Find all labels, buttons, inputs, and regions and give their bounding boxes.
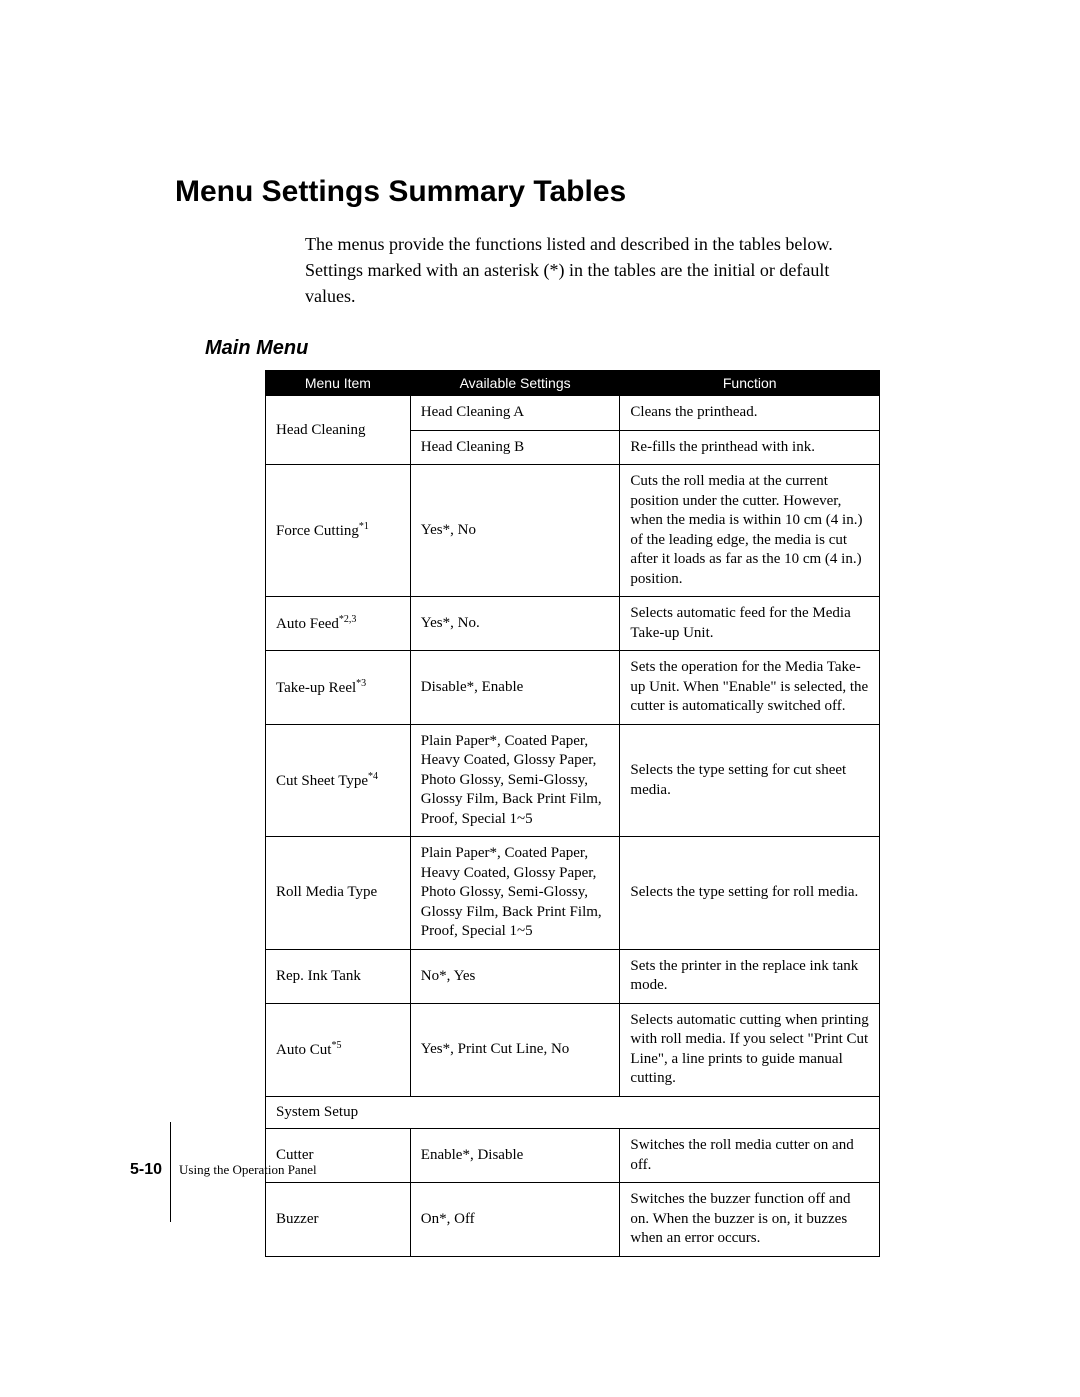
subheading-main-menu: Main Menu [205, 337, 880, 360]
superscript: *4 [368, 771, 378, 782]
cell-settings: Yes*, Print Cut Line, No [410, 1003, 620, 1096]
main-menu-table: Menu Item Available Settings Function He… [265, 370, 880, 1257]
cell-function: Selects automatic cutting when printing … [620, 1003, 880, 1096]
column-header-menu-item: Menu Item [266, 371, 411, 396]
table-row: Roll Media Type Plain Paper*, Coated Pap… [266, 837, 880, 950]
table-header-row: Menu Item Available Settings Function [266, 371, 880, 396]
table-row: Force Cutting*1 Yes*, No Cuts the roll m… [266, 465, 880, 597]
page-number: 5-10 [130, 1161, 170, 1179]
column-header-available-settings: Available Settings [410, 371, 620, 396]
cell-system-setup: System Setup [266, 1096, 880, 1129]
intro-paragraph: The menus provide the functions listed a… [305, 231, 880, 309]
table-row: Cut Sheet Type*4 Plain Paper*, Coated Pa… [266, 724, 880, 837]
cell-settings: Yes*, No [410, 465, 620, 597]
cell-function: Cleans the printhead. [620, 396, 880, 431]
column-header-function: Function [620, 371, 880, 396]
page-footer: 5-10 Using the Operation Panel [130, 1147, 317, 1192]
menu-item-text: Take-up Reel [276, 680, 356, 696]
footer-divider [170, 1122, 171, 1222]
table-row: Cutter Enable*, Disable Switches the rol… [266, 1129, 880, 1183]
superscript: *1 [359, 521, 369, 532]
table-row: Auto Cut*5 Yes*, Print Cut Line, No Sele… [266, 1003, 880, 1096]
cell-menu-item: Cut Sheet Type*4 [266, 724, 411, 837]
cell-function: Re-fills the printhead with ink. [620, 430, 880, 465]
cell-settings: Head Cleaning B [410, 430, 620, 465]
superscript: *3 [356, 678, 366, 689]
cell-menu-item: Take-up Reel*3 [266, 651, 411, 725]
cell-settings: On*, Off [410, 1183, 620, 1257]
footer-section-title: Using the Operation Panel [179, 1162, 317, 1178]
cell-settings: Yes*, No. [410, 597, 620, 651]
cell-function: Selects automatic feed for the Media Tak… [620, 597, 880, 651]
cell-function: Switches the roll media cutter on and of… [620, 1129, 880, 1183]
cell-menu-item: Buzzer [266, 1183, 411, 1257]
cell-settings: Head Cleaning A [410, 396, 620, 431]
cell-settings: No*, Yes [410, 949, 620, 1003]
table-row: Head Cleaning Head Cleaning A Cleans the… [266, 396, 880, 431]
cell-menu-item: Rep. Ink Tank [266, 949, 411, 1003]
menu-item-text: Auto Feed [276, 616, 339, 632]
cell-settings: Disable*, Enable [410, 651, 620, 725]
cell-menu-item: Auto Feed*2,3 [266, 597, 411, 651]
cell-settings: Plain Paper*, Coated Paper, Heavy Coated… [410, 724, 620, 837]
page-content: Menu Settings Summary Tables The menus p… [0, 0, 1080, 1257]
menu-item-text: Cut Sheet Type [276, 773, 368, 789]
table-row: System Setup [266, 1096, 880, 1129]
cell-function: Switches the buzzer function off and on.… [620, 1183, 880, 1257]
table-row: Auto Feed*2,3 Yes*, No. Selects automati… [266, 597, 880, 651]
cell-menu-item: Force Cutting*1 [266, 465, 411, 597]
cell-function: Sets the operation for the Media Take-up… [620, 651, 880, 725]
page-heading: Menu Settings Summary Tables [175, 175, 880, 209]
cell-menu-item: Head Cleaning [266, 396, 411, 465]
table-row: Rep. Ink Tank No*, Yes Sets the printer … [266, 949, 880, 1003]
cell-function: Selects the type setting for roll media. [620, 837, 880, 950]
cell-function: Selects the type setting for cut sheet m… [620, 724, 880, 837]
main-menu-table-wrap: Menu Item Available Settings Function He… [265, 370, 880, 1257]
cell-settings: Enable*, Disable [410, 1129, 620, 1183]
menu-item-text: Force Cutting [276, 523, 359, 539]
cell-function: Cuts the roll media at the current posit… [620, 465, 880, 597]
table-row: Buzzer On*, Off Switches the buzzer func… [266, 1183, 880, 1257]
superscript: *2,3 [339, 614, 357, 625]
cell-function: Sets the printer in the replace ink tank… [620, 949, 880, 1003]
cell-menu-item: Roll Media Type [266, 837, 411, 950]
menu-item-text: Auto Cut [276, 1042, 331, 1058]
superscript: *5 [331, 1040, 341, 1051]
cell-menu-item: Auto Cut*5 [266, 1003, 411, 1096]
cell-settings: Plain Paper*, Coated Paper, Heavy Coated… [410, 837, 620, 950]
table-row: Take-up Reel*3 Disable*, Enable Sets the… [266, 651, 880, 725]
